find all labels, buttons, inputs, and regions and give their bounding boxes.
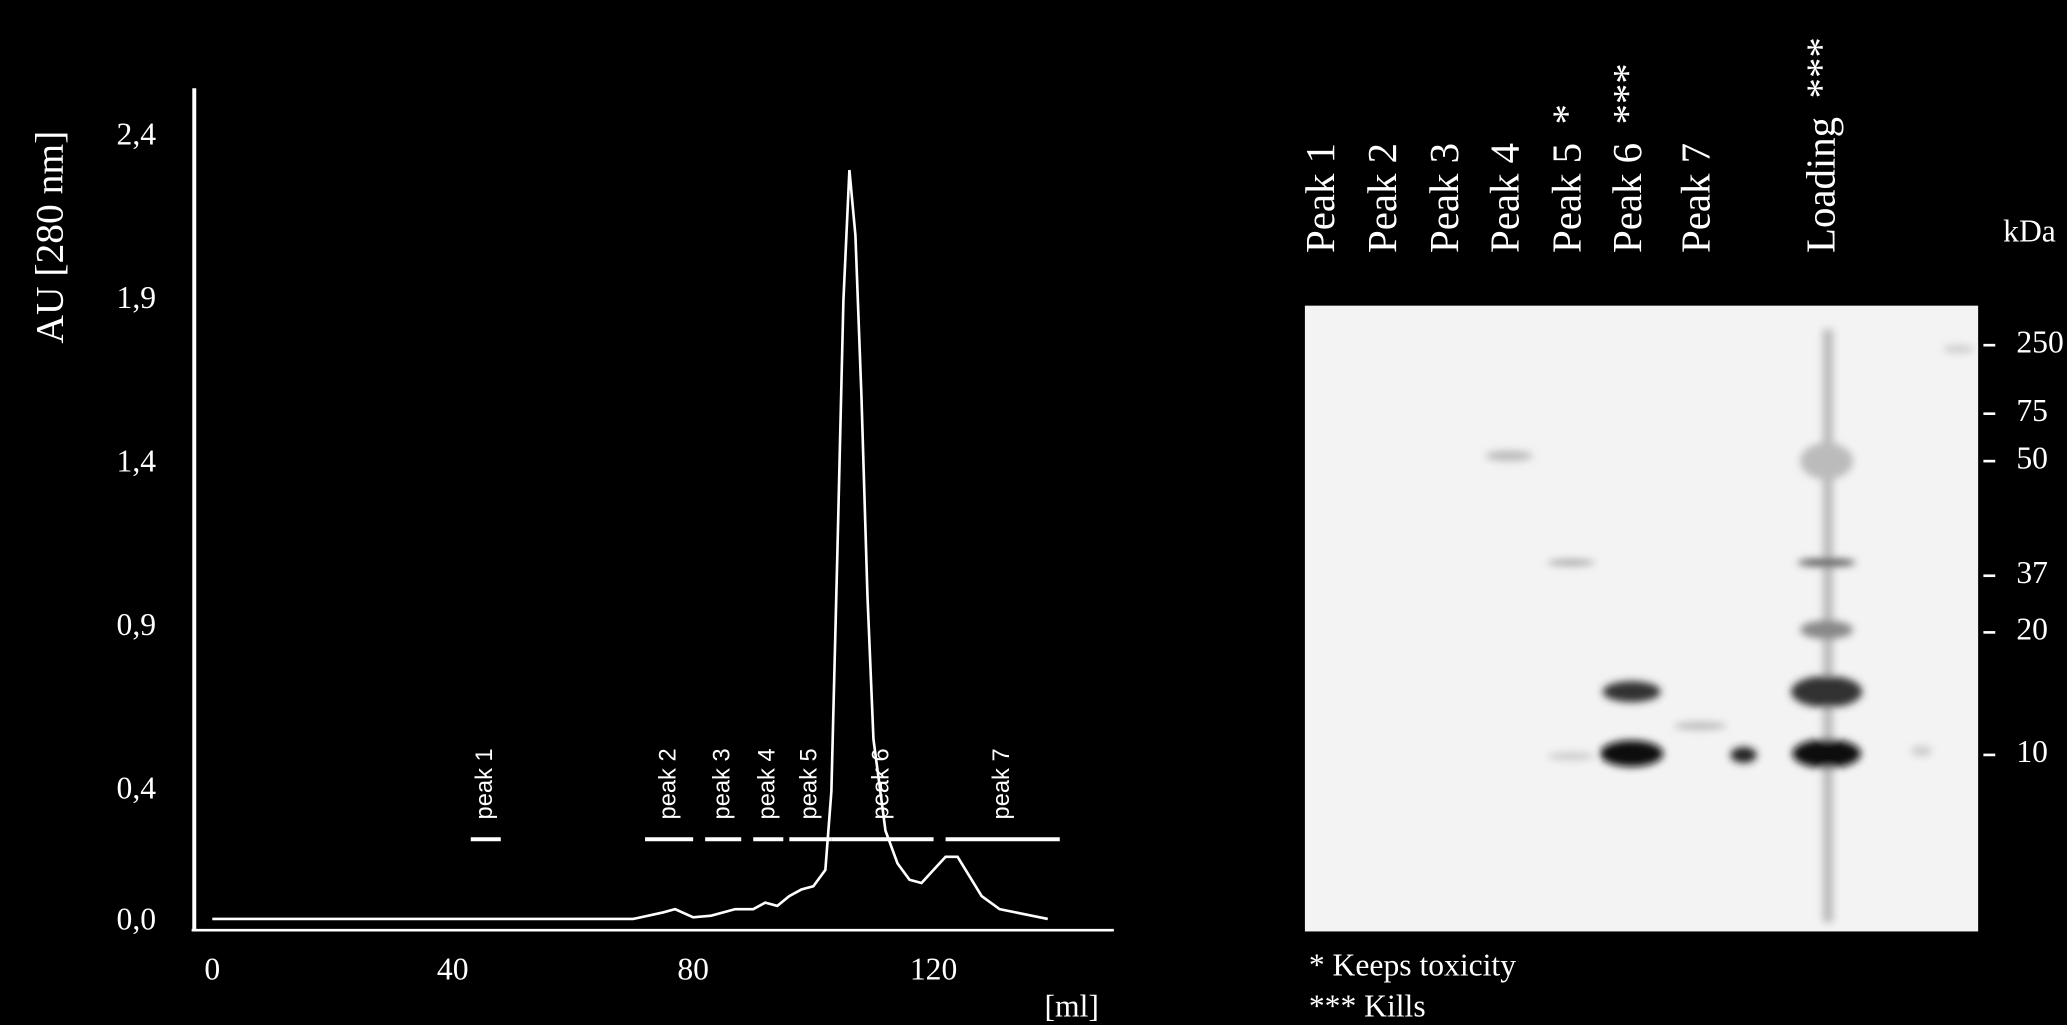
fraction-label: peak 1	[472, 748, 498, 819]
lane-note: *	[1544, 104, 1589, 124]
x-axis-label: [ml]	[1044, 988, 1098, 1023]
fraction-label: peak 6	[869, 748, 895, 819]
marker-label: 20	[2016, 612, 2048, 647]
marker-label: 37	[2016, 555, 2048, 590]
y-tick-label: 0,9	[117, 607, 157, 642]
lane-label: Peak 1	[1298, 143, 1343, 253]
y-tick-label: 2,4	[117, 117, 157, 152]
x-tick-label: 0	[204, 952, 220, 987]
lane-label: Peak 4	[1482, 143, 1527, 253]
marker-label: 10	[2016, 734, 2048, 769]
footnote: *** Kills	[1309, 988, 1426, 1023]
marker-label: 250	[2016, 324, 2063, 359]
figure: AU [280 nm] [ml] 0,0 0,4 0,9 1,4 1,9 2,4 0 40 80…	[0, 0, 2067, 1025]
footnote: * Keeps toxicity	[1309, 948, 1516, 983]
lane-label: Peak 6	[1605, 143, 1650, 253]
lane-label: Peak 2	[1360, 143, 1405, 253]
lane-note: ***	[1799, 37, 1844, 98]
lane-label: Peak 7	[1674, 143, 1719, 253]
y-tick-label: 0,4	[117, 771, 157, 806]
unit-label: kDa	[2003, 214, 2056, 249]
y-tick-label: 0,0	[117, 901, 157, 936]
x-tick-label: 80	[677, 952, 709, 987]
y-tick-label: 1,9	[117, 280, 157, 315]
gel-background	[1305, 306, 1978, 932]
fraction-label: peak 2	[655, 748, 681, 819]
gel-image	[1305, 306, 1978, 932]
marker-label: 75	[2016, 393, 2048, 428]
fraction-label: peak 5	[797, 748, 823, 819]
y-tick-label: 1,4	[117, 444, 157, 479]
fraction-label: peak 7	[989, 748, 1015, 819]
marker-label: 50	[2016, 440, 2048, 475]
page: AU [280 nm] [ml] 0,0 0,4 0,9 1,4 1,9 2,4 0 40 80…	[0, 0, 2067, 1025]
trace	[212, 170, 1047, 919]
x-tick-label: 40	[437, 952, 469, 987]
x-tick-label: 120	[910, 952, 957, 987]
fraction-label: peak 4	[755, 748, 781, 819]
fraction-label: peak 3	[709, 748, 735, 819]
lane-label: Loading	[1799, 117, 1844, 253]
lane-note: ***	[1605, 63, 1650, 124]
lane-label: Peak 3	[1422, 143, 1467, 253]
lane-label: Peak 5	[1544, 143, 1589, 253]
y-axis-label: AU [280 nm]	[27, 131, 71, 344]
